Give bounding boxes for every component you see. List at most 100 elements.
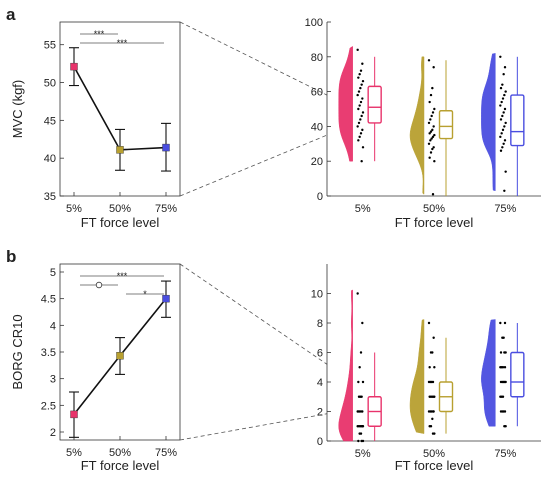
data-point: [361, 380, 365, 384]
data-point: [359, 86, 362, 90]
density-cloud: [409, 319, 425, 434]
data-point: [502, 73, 505, 76]
data-point: [360, 114, 363, 118]
zoom-connector-bottom: [179, 134, 328, 197]
data-point: [428, 100, 431, 104]
data-point: [360, 83, 363, 86]
significance-label: ***: [94, 29, 105, 39]
data-point: [499, 55, 502, 58]
data-point: [431, 128, 434, 132]
y-tick-label: 10: [311, 289, 323, 301]
mean-point: [116, 352, 124, 360]
y-tick-label: 2.5: [41, 400, 56, 412]
data-point: [356, 425, 359, 428]
mean-point: [162, 143, 170, 152]
data-point: [503, 380, 506, 384]
data-point: [431, 86, 434, 90]
y-tick-label: 45: [44, 115, 56, 127]
significance-label: *: [143, 289, 147, 299]
zoom-connector-top: [179, 263, 328, 365]
data-point: [431, 111, 435, 114]
y-tick-label: 55: [44, 40, 56, 52]
data-point: [432, 146, 435, 149]
data-point: [504, 121, 507, 125]
data-point: [499, 135, 502, 139]
x-tick-label: 5%: [355, 203, 371, 215]
data-point: [361, 146, 365, 149]
data-point: [499, 149, 503, 152]
data-point: [357, 395, 361, 398]
data-point: [432, 336, 435, 339]
x-axis-label-right: FT force level: [395, 215, 474, 230]
x-axis-label: FT force level: [81, 458, 160, 473]
data-point: [433, 107, 436, 111]
significance-label: ***: [117, 38, 128, 48]
data-point: [503, 425, 506, 428]
x-tick-label: 50%: [423, 448, 445, 460]
data-point: [499, 86, 503, 90]
mean-point: [70, 62, 78, 71]
data-point: [499, 351, 503, 354]
data-point: [427, 121, 431, 125]
data-point: [357, 121, 361, 125]
data-point: [429, 93, 433, 97]
data-point: [503, 366, 507, 369]
y-tick-label: 0: [317, 436, 323, 448]
y-tick-label: 35: [44, 191, 56, 203]
mean-point: [116, 146, 124, 154]
density-cloud: [338, 289, 353, 442]
data-point: [429, 139, 432, 142]
significance-label: ***: [117, 271, 128, 281]
data-point: [501, 83, 504, 86]
panel-letter: a: [6, 5, 16, 24]
box-iqr: [438, 110, 454, 140]
x-tick-label: 5%: [66, 447, 82, 459]
data-point: [359, 118, 362, 121]
data-point: [503, 321, 507, 325]
data-point: [356, 48, 359, 52]
x-tick-label: 5%: [355, 448, 371, 460]
data-point: [429, 151, 433, 154]
data-point: [499, 395, 502, 398]
data-point: [501, 128, 505, 132]
data-point: [357, 76, 360, 79]
data-point: [501, 336, 504, 339]
data-point: [359, 132, 363, 135]
data-point: [502, 142, 505, 145]
data-point: [361, 111, 365, 114]
data-point: [358, 135, 361, 139]
data-point: [499, 104, 502, 107]
data-point: [359, 351, 363, 354]
box-iqr: [510, 351, 525, 398]
data-point: [503, 125, 506, 128]
data-point: [427, 142, 431, 145]
y-axis-label: BORG CR10: [10, 314, 25, 389]
mean-point: [162, 294, 170, 303]
data-point: [358, 432, 361, 435]
data-point: [433, 366, 436, 369]
density-cloud: [481, 319, 496, 427]
data-point: [429, 351, 433, 354]
data-point: [428, 156, 431, 159]
y-tick-label: 2: [50, 427, 56, 439]
data-point: [431, 432, 435, 435]
data-point: [499, 380, 503, 384]
x-tick-label: 75%: [155, 447, 177, 459]
data-point: [499, 366, 502, 369]
data-point: [503, 351, 506, 354]
data-point: [427, 380, 431, 384]
data-point: [504, 90, 507, 93]
data-point: [357, 380, 360, 384]
data-point: [503, 189, 506, 192]
y-tick-label: 4: [50, 320, 56, 332]
y-tick-label: 8: [317, 318, 323, 330]
data-point: [427, 410, 431, 413]
data-point: [430, 137, 433, 140]
y-tick-label: 3.5: [41, 347, 56, 359]
zoom-connector-top: [179, 21, 328, 96]
data-point: [428, 366, 431, 369]
y-tick-label: 80: [311, 52, 323, 64]
data-point: [499, 410, 503, 413]
data-point: [501, 114, 504, 118]
data-point: [361, 62, 364, 65]
